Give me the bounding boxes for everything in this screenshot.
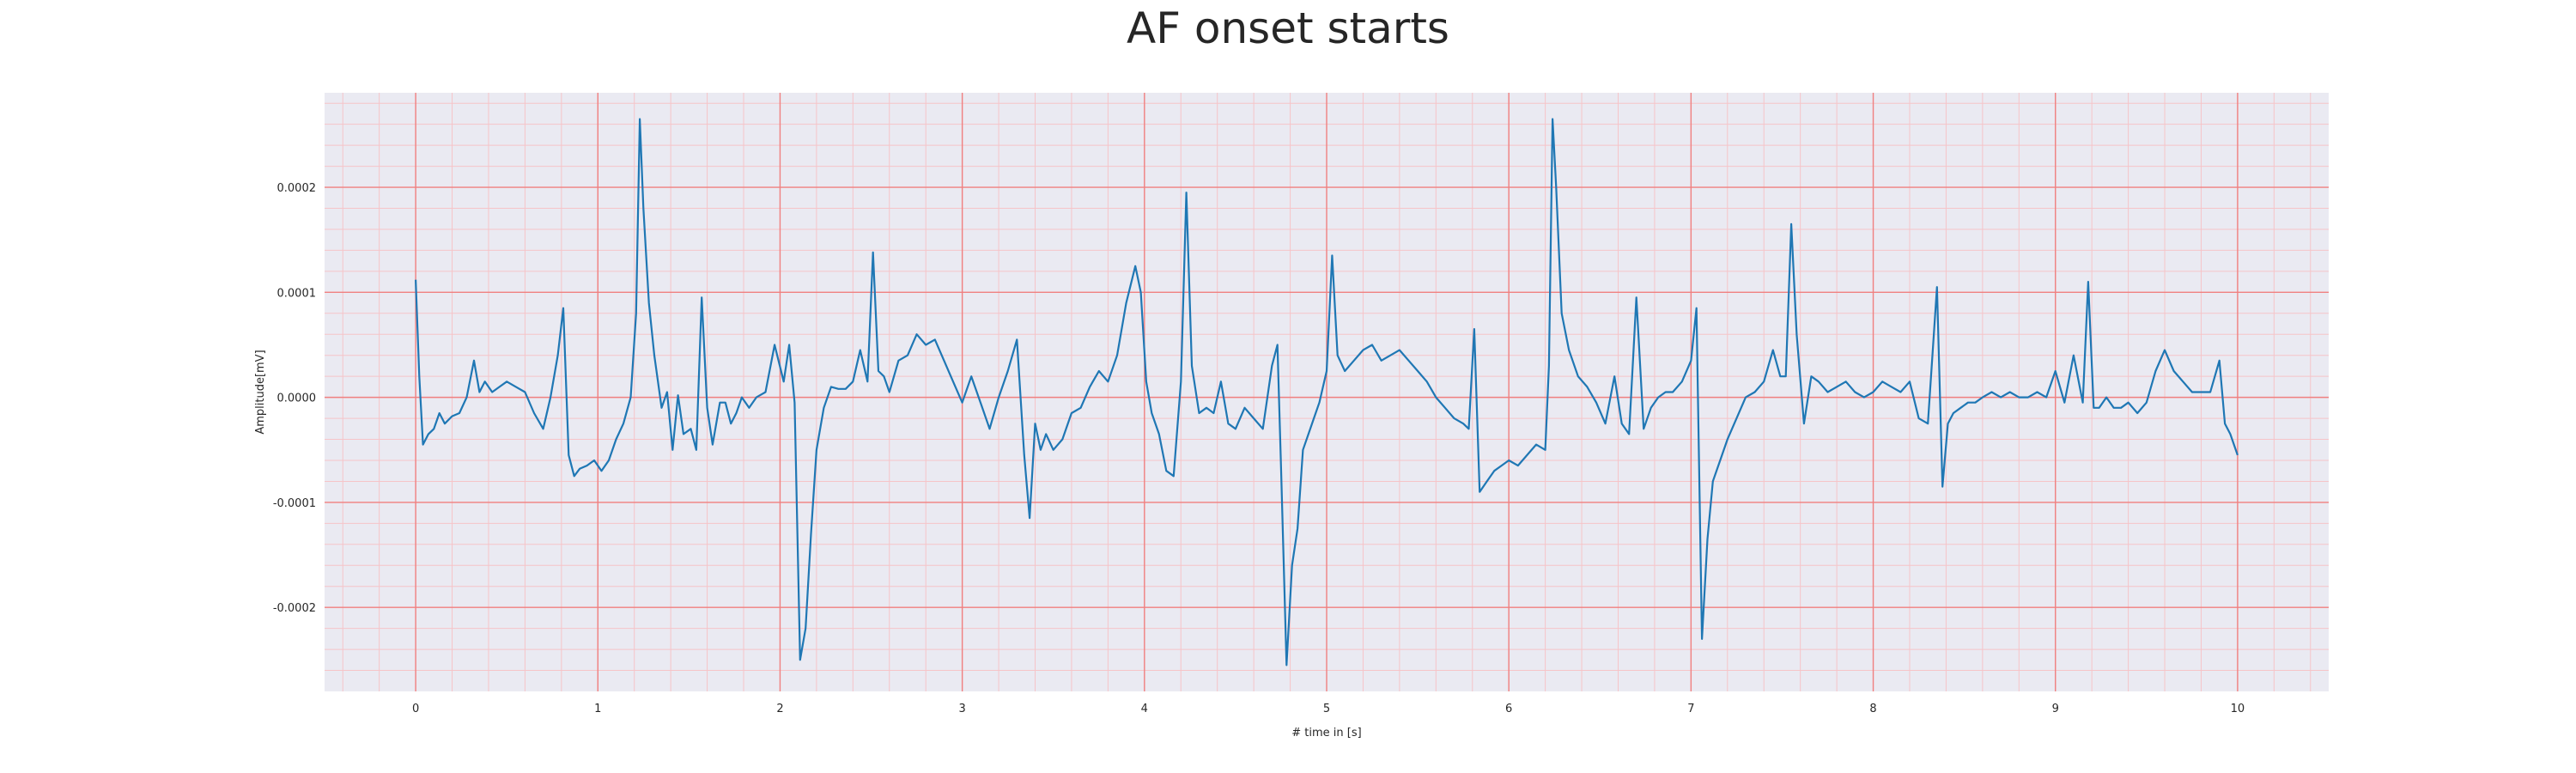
- x-tick-label: 9: [2052, 703, 2059, 715]
- x-tick-label: 2: [776, 703, 783, 715]
- y-tick-label: 0.0000: [277, 393, 317, 405]
- y-tick-label: 0.0002: [277, 182, 317, 195]
- major-grid: [325, 93, 2329, 691]
- x-tick-label: 4: [1141, 703, 1148, 715]
- x-axis-ticks: 0 1 2 3 4 5 6 7 8 9 10: [412, 703, 2245, 715]
- ecg-series-line: [415, 118, 2239, 666]
- x-tick-label: 10: [2231, 703, 2245, 715]
- y-axis-label: Amplitude[mV]: [254, 350, 267, 434]
- x-tick-label: 5: [1323, 703, 1330, 715]
- x-tick-label: 0: [412, 703, 419, 715]
- x-tick-label: 1: [594, 703, 601, 715]
- x-tick-label: 7: [1687, 703, 1694, 715]
- x-tick-label: 8: [1869, 703, 1876, 715]
- y-tick-label: -0.0002: [273, 602, 316, 615]
- y-axis-ticks: -0.0002 -0.0001 0.0000 0.0001 0.0002: [273, 182, 316, 615]
- x-tick-label: 3: [958, 703, 965, 715]
- y-tick-label: 0.0001: [277, 287, 317, 300]
- x-axis-label: # time in [s]: [1291, 727, 1361, 740]
- y-tick-label: -0.0001: [273, 497, 316, 510]
- chart-title: AF onset starts: [1127, 3, 1449, 53]
- x-tick-label: 6: [1505, 703, 1512, 715]
